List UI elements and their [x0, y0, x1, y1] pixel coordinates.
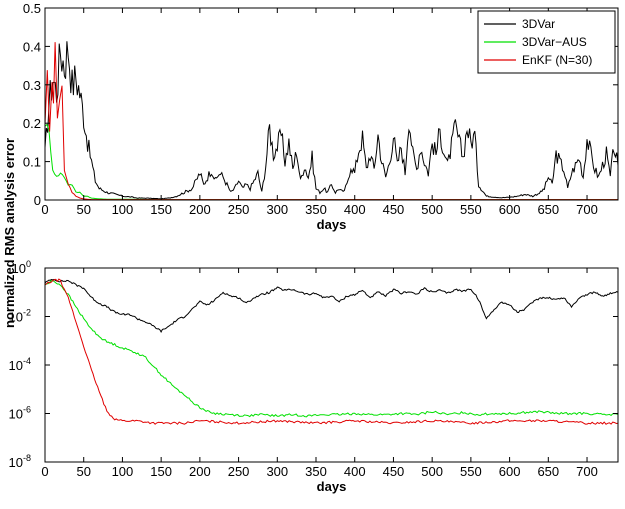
x-tick-label: 200: [189, 202, 211, 217]
y-tick-label: 0.5: [23, 1, 41, 16]
x-tick-label: 100: [112, 202, 134, 217]
y-axis-label: normalized RMS analysis error: [2, 138, 17, 328]
x-tick-label: 0: [41, 464, 48, 479]
x-tick-label: 350: [305, 202, 327, 217]
legend-label: 3DVar−AUS: [522, 35, 587, 49]
y-tick-label: 0.2: [23, 116, 41, 131]
series-line-3dvar: [45, 41, 618, 200]
legend-label: 3DVar: [522, 17, 555, 31]
x-tick-label: 250: [228, 464, 250, 479]
legend: 3DVar 3DVar−AUS EnKF (N=30): [477, 10, 616, 74]
series-line-3dvar-aus: [45, 280, 618, 418]
x-tick-label: 550: [460, 202, 482, 217]
x-tick-label: 50: [76, 464, 90, 479]
x-tick-label: 200: [189, 464, 211, 479]
x-tick-label: 250: [228, 202, 250, 217]
x-tick-label: 450: [383, 202, 405, 217]
x-tick-label: 700: [576, 464, 598, 479]
x-tick-label: 150: [150, 464, 172, 479]
legend-label: EnKF (N=30): [522, 53, 592, 67]
x-tick-label: 400: [344, 202, 366, 217]
plot-area: [45, 278, 618, 425]
x-tick-label: 600: [499, 202, 521, 217]
x-tick-label: 100: [112, 464, 134, 479]
y-tick-label: 0.1: [23, 155, 41, 170]
x-tick-label: 500: [421, 464, 443, 479]
x-tick-label: 450: [383, 464, 405, 479]
x-axis-label: days: [317, 217, 347, 232]
y-tick-label: 0: [34, 193, 41, 208]
x-tick-label: 300: [266, 464, 288, 479]
y-tick-label: 10-4: [9, 356, 31, 373]
y-tick-label: 100: [12, 259, 31, 276]
y-tick-label: 0.4: [23, 39, 41, 54]
y-tick-label: 0.3: [23, 78, 41, 93]
x-tick-label: 550: [460, 464, 482, 479]
x-tick-label: 500: [421, 202, 443, 217]
x-tick-label: 700: [576, 202, 598, 217]
x-tick-label: 650: [537, 202, 559, 217]
plot-frame: [44, 7, 619, 201]
series-line-enkf-n-30-: [45, 278, 618, 425]
x-tick-label: 0: [41, 202, 48, 217]
x-tick-label: 150: [150, 202, 172, 217]
y-tick-label: 10-6: [9, 405, 31, 422]
bottom-chart: 0 50 100 150 200 250 300 350 400 450 500 550 600 650 7…: [2, 138, 619, 494]
series-line-3dvar: [45, 278, 618, 333]
x-tick-label: 400: [344, 464, 366, 479]
series-line-3dvar-aus: [45, 123, 618, 200]
x-axis-label: days: [317, 479, 347, 494]
x-tick-label: 350: [305, 464, 327, 479]
x-tick-label: 50: [76, 202, 90, 217]
top-chart: 0 50 100 150 200 250 300 350 400 450 500 550 600 650 7…: [23, 1, 619, 232]
y-tick-label: 10-2: [9, 308, 31, 325]
y-tick-label: 10-8: [9, 453, 31, 470]
x-tick-label: 300: [266, 202, 288, 217]
x-tick-label: 600: [499, 464, 521, 479]
x-tick-label: 650: [537, 464, 559, 479]
plot-frame: [44, 267, 619, 463]
